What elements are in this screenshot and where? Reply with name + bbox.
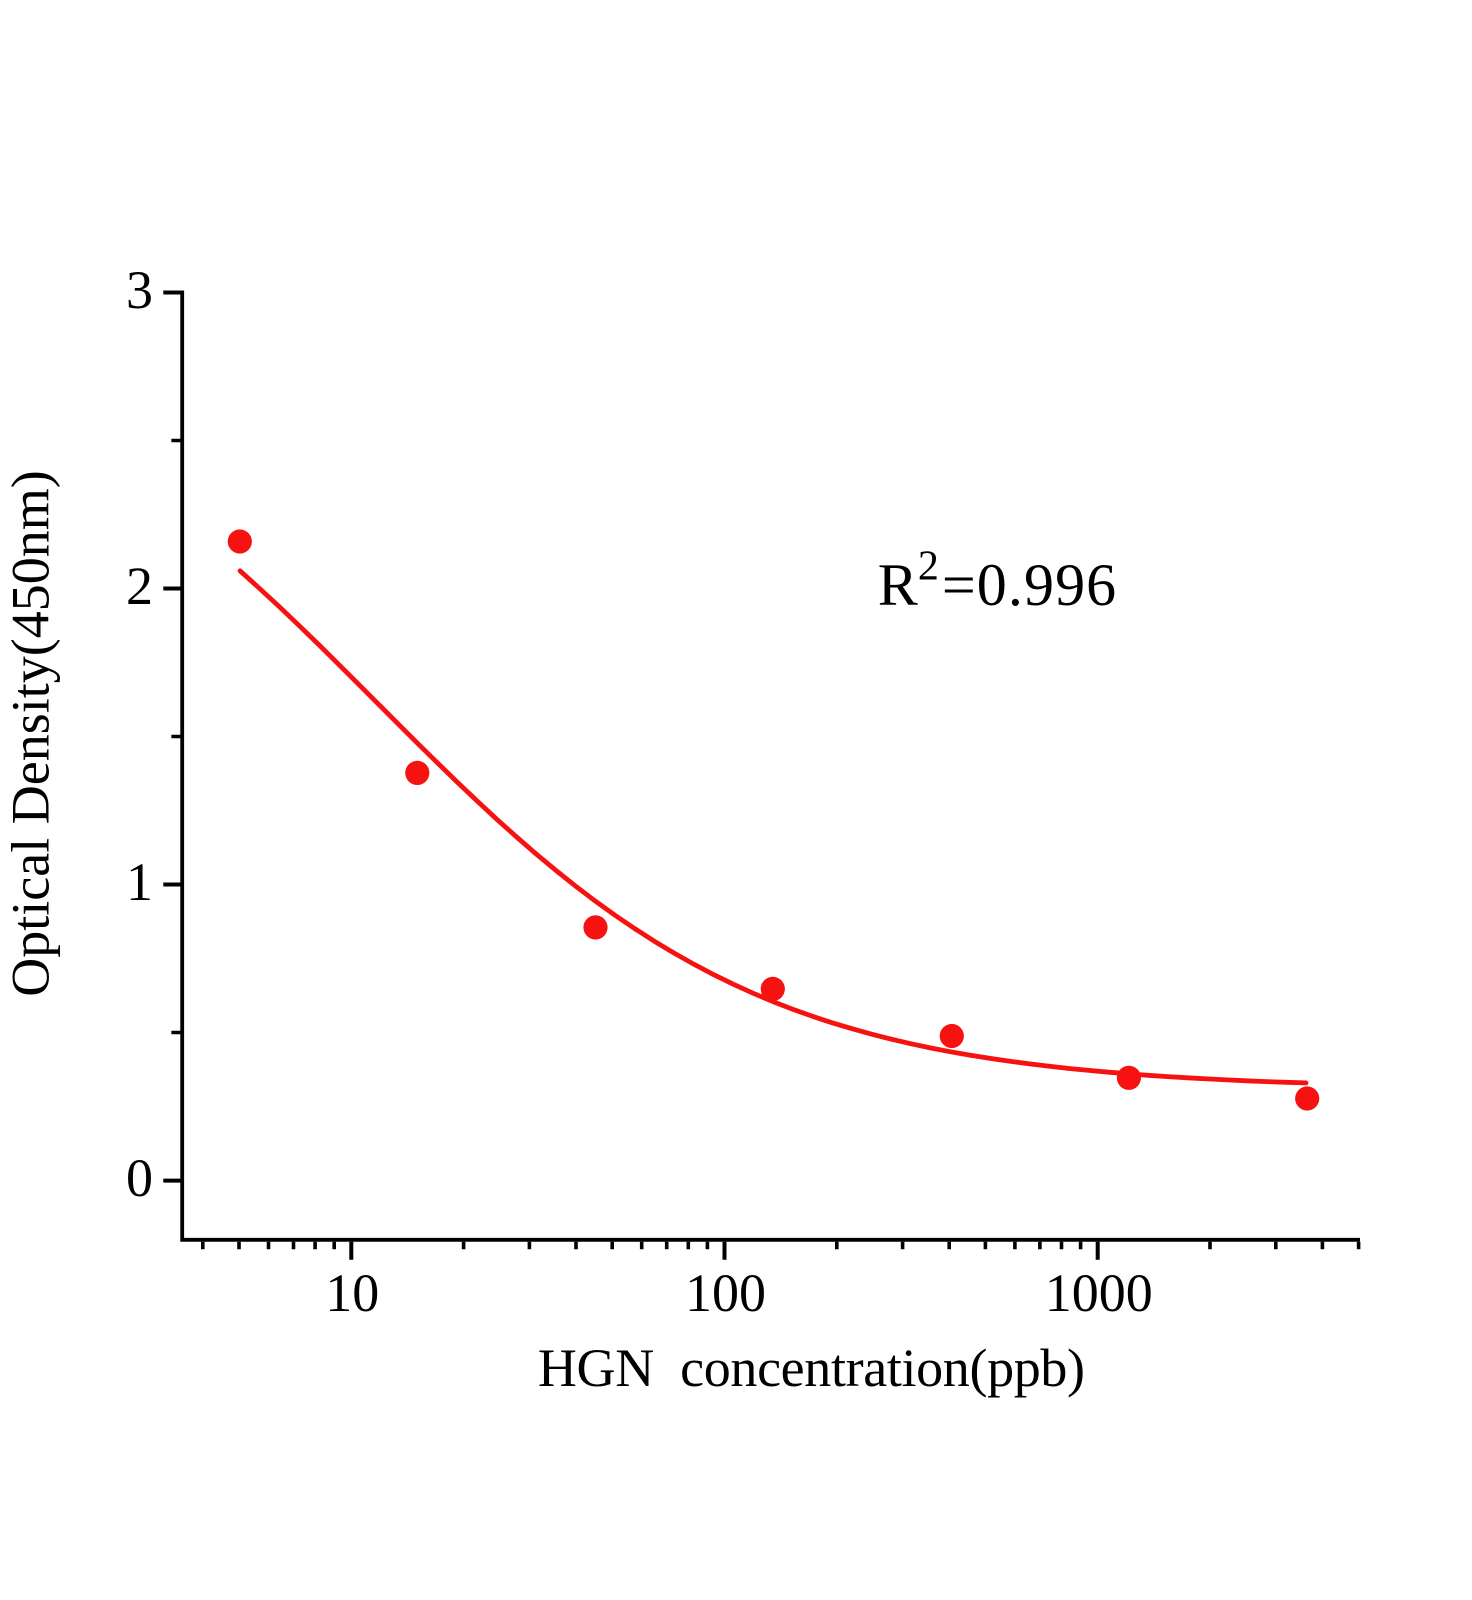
svg-text:1: 1	[126, 852, 153, 912]
svg-text:0: 0	[126, 1148, 153, 1208]
svg-text:1000: 1000	[1045, 1263, 1153, 1323]
svg-text:R2=0.996: R2=0.996	[878, 544, 1117, 619]
svg-text:3: 3	[126, 260, 153, 320]
svg-text:Optical Density(450nm): Optical Density(450nm)	[1, 470, 61, 996]
svg-text:HGN concentration(ppb): HGN concentration(ppb)	[538, 1338, 1085, 1398]
svg-text:10: 10	[325, 1263, 379, 1323]
svg-text:2: 2	[126, 556, 153, 616]
svg-text:100: 100	[685, 1263, 766, 1323]
